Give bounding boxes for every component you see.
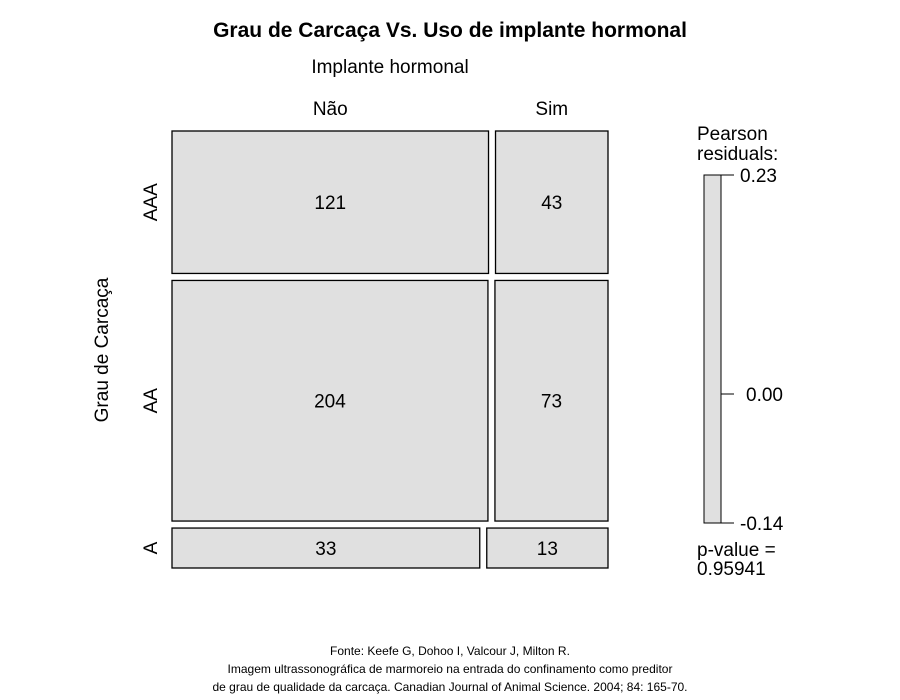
residual-legend: Pearson residuals: 0.23 0.00 -0.14 p-val… bbox=[697, 124, 784, 580]
mosaic-tile-aa-nao bbox=[171, 279, 489, 522]
cell-count-label: 73 bbox=[541, 392, 562, 413]
chart-title: Grau de Carcaça Vs. Uso de implante horm… bbox=[213, 19, 687, 42]
cell-count-label: 13 bbox=[537, 539, 558, 560]
p-value-label: p-value = bbox=[697, 540, 776, 561]
legend-title-line-1: Pearson bbox=[697, 124, 768, 145]
cell-count-label: 121 bbox=[314, 193, 346, 214]
footer-line-1: Fonte: Keefe G, Dohoo I, Valcour J, Milt… bbox=[330, 644, 570, 658]
row-label: AAA bbox=[141, 183, 162, 221]
legend-tick-label-mid: 0.00 bbox=[746, 385, 783, 406]
row-variable-label: Grau de Carcaça bbox=[92, 277, 113, 422]
row-label: AA bbox=[141, 388, 162, 414]
mosaic-tile-a-nao bbox=[171, 527, 481, 569]
column-labels: Não Sim bbox=[313, 99, 568, 120]
mosaic-tile-aa-sim bbox=[494, 279, 609, 522]
mosaic-tile-aaa-nao bbox=[171, 130, 490, 275]
legend-title-line-2: residuals: bbox=[697, 144, 778, 165]
cell-count-label: 204 bbox=[314, 392, 346, 413]
column-label: Sim bbox=[535, 99, 568, 120]
legend-tick-label-bottom: -0.14 bbox=[740, 514, 784, 535]
footer-line-2: Imagem ultrassonográfica de marmoreio na… bbox=[228, 662, 673, 676]
mosaic-tiles: 121 43 204 73 33 13 bbox=[171, 130, 609, 569]
source-footer: Fonte: Keefe G, Dohoo I, Valcour J, Milt… bbox=[213, 644, 688, 694]
column-variable-label: Implante hormonal bbox=[311, 57, 468, 78]
row-label: A bbox=[141, 541, 162, 554]
legend-tick-label-top: 0.23 bbox=[740, 166, 777, 187]
mosaic-tile-a-sim bbox=[486, 527, 609, 569]
footer-line-3: de grau de qualidade da carcaça. Canadia… bbox=[213, 680, 688, 694]
cell-count-label: 33 bbox=[315, 539, 336, 560]
mosaic-tile-aaa-sim bbox=[494, 130, 609, 275]
column-label: Não bbox=[313, 99, 348, 120]
cell-count-label: 43 bbox=[541, 193, 562, 214]
legend-color-bar bbox=[703, 174, 722, 524]
p-value: 0.95941 bbox=[697, 559, 766, 580]
